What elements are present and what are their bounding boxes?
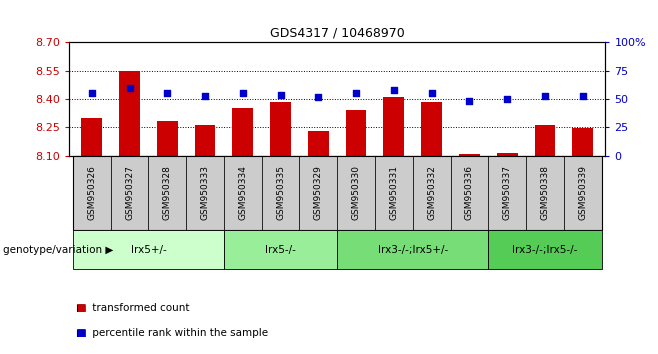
- Point: [86, 91, 97, 96]
- Text: GSM950326: GSM950326: [88, 165, 96, 221]
- Text: GSM950335: GSM950335: [276, 165, 285, 221]
- Point: [313, 94, 324, 100]
- Point: [351, 91, 361, 96]
- Text: GSM950332: GSM950332: [427, 165, 436, 221]
- Bar: [262, 156, 299, 230]
- Text: ■: ■: [76, 303, 86, 313]
- Bar: [270, 102, 291, 156]
- Text: GSM950333: GSM950333: [201, 165, 209, 221]
- Text: GSM950327: GSM950327: [125, 165, 134, 221]
- Bar: [459, 154, 480, 156]
- Point: [502, 96, 513, 102]
- Point: [464, 98, 474, 104]
- Bar: [73, 230, 224, 269]
- Title: GDS4317 / 10468970: GDS4317 / 10468970: [270, 27, 405, 40]
- Bar: [338, 156, 375, 230]
- Bar: [451, 156, 488, 230]
- Point: [540, 93, 550, 98]
- Point: [426, 91, 437, 96]
- Text: GSM950334: GSM950334: [238, 165, 247, 221]
- Text: GSM950330: GSM950330: [351, 165, 361, 221]
- Text: lrx5-/-: lrx5-/-: [265, 245, 296, 255]
- Bar: [421, 102, 442, 156]
- Bar: [186, 156, 224, 230]
- Text: ■: ■: [76, 328, 86, 338]
- Text: lrx3-/-;lrx5+/-: lrx3-/-;lrx5+/-: [378, 245, 448, 255]
- Text: lrx3-/-;lrx5-/-: lrx3-/-;lrx5-/-: [512, 245, 578, 255]
- Bar: [224, 156, 262, 230]
- Point: [275, 92, 286, 97]
- Bar: [488, 230, 601, 269]
- Bar: [232, 108, 253, 156]
- Text: GSM950328: GSM950328: [163, 165, 172, 221]
- Bar: [534, 125, 555, 156]
- Bar: [572, 129, 593, 156]
- Bar: [299, 156, 338, 230]
- Bar: [82, 118, 102, 156]
- Bar: [73, 156, 111, 230]
- Point: [200, 93, 211, 98]
- Bar: [497, 153, 518, 156]
- Text: genotype/variation ▶: genotype/variation ▶: [3, 245, 114, 255]
- Bar: [224, 230, 338, 269]
- Point: [238, 91, 248, 96]
- Point: [124, 85, 135, 91]
- Text: GSM950331: GSM950331: [390, 165, 398, 221]
- Bar: [526, 156, 564, 230]
- Text: lrx5+/-: lrx5+/-: [130, 245, 166, 255]
- Point: [578, 93, 588, 98]
- Bar: [119, 71, 140, 156]
- Bar: [149, 156, 186, 230]
- Bar: [375, 156, 413, 230]
- Point: [389, 87, 399, 93]
- Bar: [345, 109, 367, 156]
- Text: GSM950329: GSM950329: [314, 165, 323, 221]
- Bar: [564, 156, 601, 230]
- Bar: [413, 156, 451, 230]
- Bar: [338, 230, 488, 269]
- Text: GSM950338: GSM950338: [540, 165, 549, 221]
- Bar: [384, 97, 404, 156]
- Text: ■  transformed count: ■ transformed count: [76, 303, 189, 313]
- Bar: [157, 121, 178, 156]
- Text: GSM950337: GSM950337: [503, 165, 512, 221]
- Bar: [308, 131, 329, 156]
- Bar: [111, 156, 149, 230]
- Text: GSM950336: GSM950336: [465, 165, 474, 221]
- Bar: [195, 125, 215, 156]
- Bar: [488, 156, 526, 230]
- Text: GSM950339: GSM950339: [578, 165, 587, 221]
- Text: ■  percentile rank within the sample: ■ percentile rank within the sample: [76, 328, 268, 338]
- Point: [162, 91, 172, 96]
